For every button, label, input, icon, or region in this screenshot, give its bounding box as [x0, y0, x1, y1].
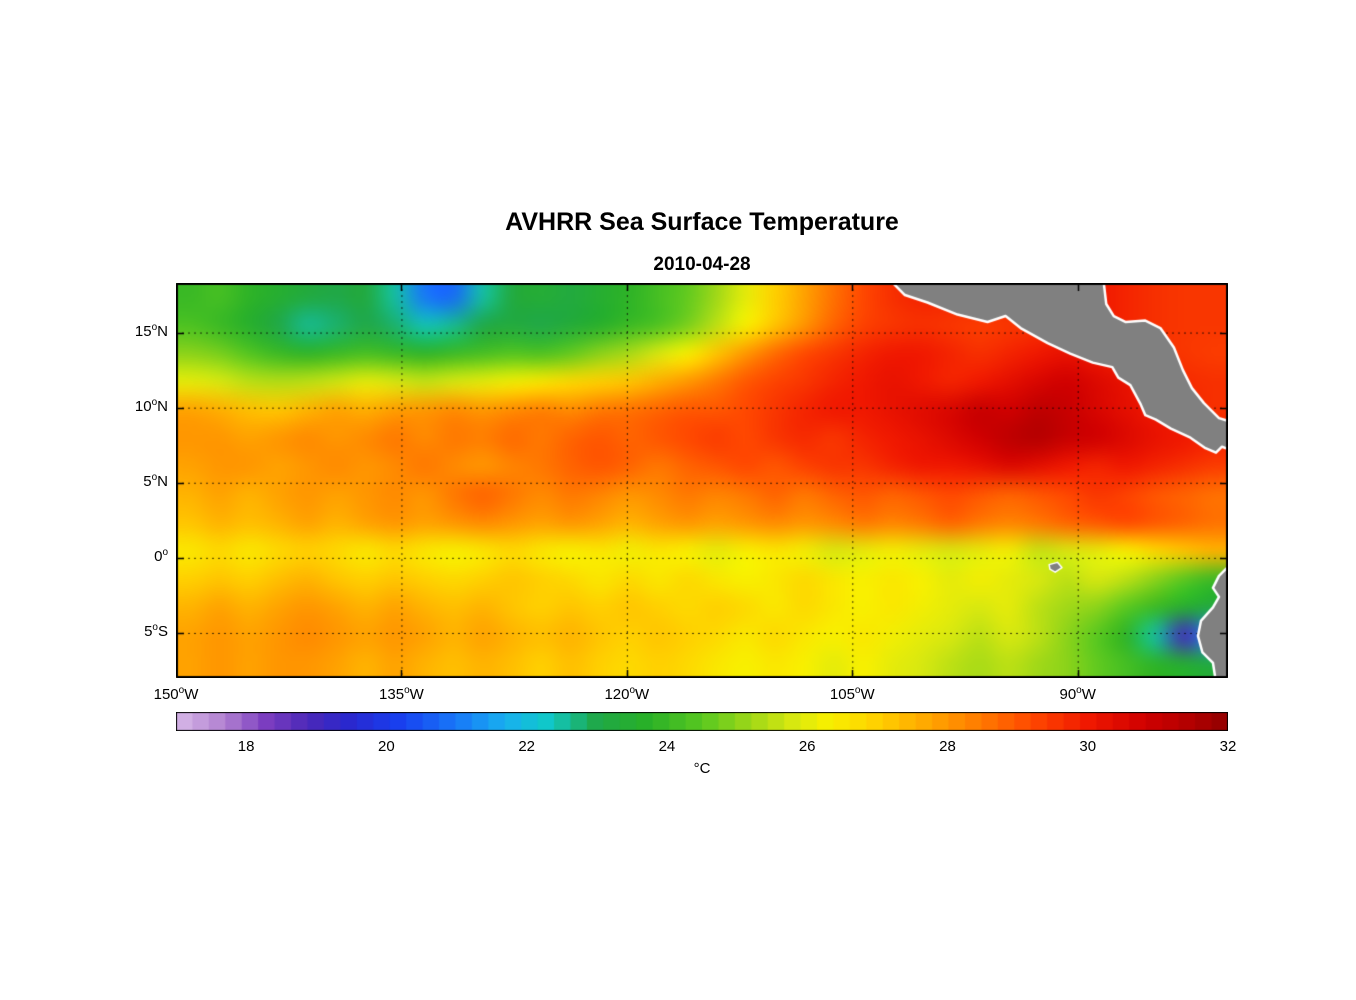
colorbar-tick-label-18: 18 — [237, 738, 255, 755]
colorbar-tick-label-22: 22 — [518, 738, 535, 755]
x-tick-label-105W: 105oW — [829, 685, 875, 704]
colorbar-tick-label-26: 26 — [798, 738, 816, 755]
colorbar-tick-label-20: 20 — [378, 738, 395, 755]
x-tick-label-150W: 150oW — [153, 685, 199, 704]
x-tick-label-135W: 135oW — [379, 685, 424, 704]
colorbar-tick-label-32: 32 — [1219, 738, 1237, 755]
x-tick-label-120W: 120oW — [604, 685, 650, 704]
chart-subtitle: 2010-04-28 — [653, 254, 751, 275]
colorbar-tick-label-24: 24 — [658, 738, 676, 755]
colorbar-tick-label-28: 28 — [939, 738, 956, 755]
y-tick-label-15N: 15oN — [134, 321, 168, 340]
y-tick-label-5S: 5oS — [144, 621, 168, 640]
sst-map-canvas — [176, 283, 1228, 678]
colorbar-tick-label-30: 30 — [1079, 738, 1097, 755]
colorbar-canvas — [176, 712, 1228, 731]
y-tick-label-0: 0o — [154, 546, 168, 565]
colorbar-unit-label: °C — [693, 760, 711, 777]
chart-title: AVHRR Sea Surface Temperature — [505, 208, 899, 236]
y-tick-label-10N: 10oN — [134, 396, 168, 415]
x-tick-label-90W: 90oW — [1059, 685, 1096, 704]
y-tick-label-5N: 5oN — [143, 471, 168, 490]
